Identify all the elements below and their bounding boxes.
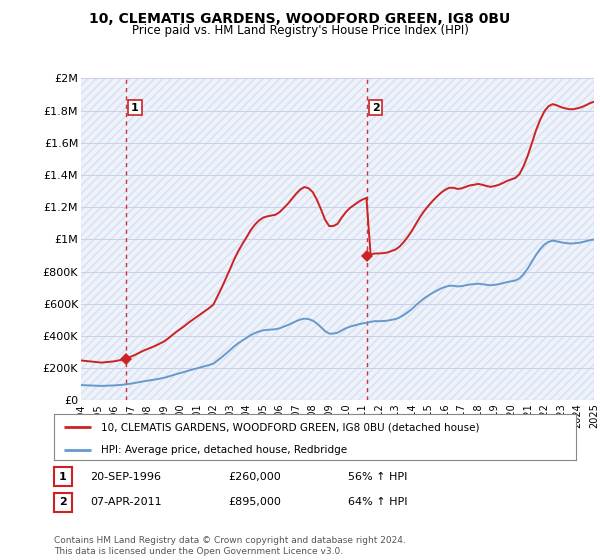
Text: £895,000: £895,000 bbox=[228, 497, 281, 507]
Text: 10, CLEMATIS GARDENS, WOODFORD GREEN, IG8 0BU: 10, CLEMATIS GARDENS, WOODFORD GREEN, IG… bbox=[89, 12, 511, 26]
Text: 56% ↑ HPI: 56% ↑ HPI bbox=[348, 472, 407, 482]
Text: Contains HM Land Registry data © Crown copyright and database right 2024.
This d: Contains HM Land Registry data © Crown c… bbox=[54, 536, 406, 556]
Text: 2: 2 bbox=[372, 102, 380, 113]
Text: HPI: Average price, detached house, Redbridge: HPI: Average price, detached house, Redb… bbox=[101, 445, 347, 455]
Text: 20-SEP-1996: 20-SEP-1996 bbox=[90, 472, 161, 482]
Text: £260,000: £260,000 bbox=[228, 472, 281, 482]
Text: Price paid vs. HM Land Registry's House Price Index (HPI): Price paid vs. HM Land Registry's House … bbox=[131, 24, 469, 37]
Text: 10, CLEMATIS GARDENS, WOODFORD GREEN, IG8 0BU (detached house): 10, CLEMATIS GARDENS, WOODFORD GREEN, IG… bbox=[101, 422, 479, 432]
Text: 64% ↑ HPI: 64% ↑ HPI bbox=[348, 497, 407, 507]
Text: 2: 2 bbox=[59, 497, 67, 507]
Text: 1: 1 bbox=[59, 472, 67, 482]
Text: 07-APR-2011: 07-APR-2011 bbox=[90, 497, 161, 507]
Text: 1: 1 bbox=[131, 102, 139, 113]
